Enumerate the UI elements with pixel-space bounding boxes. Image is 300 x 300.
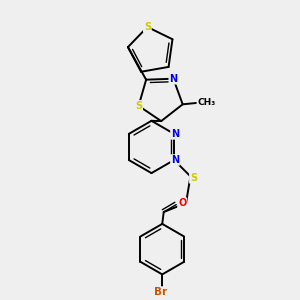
Text: N: N: [169, 74, 177, 84]
Text: Br: Br: [154, 287, 167, 297]
Text: S: S: [190, 173, 197, 183]
Text: CH₃: CH₃: [197, 98, 216, 107]
Text: N: N: [171, 155, 179, 165]
Text: O: O: [178, 198, 186, 208]
Text: S: S: [135, 101, 142, 111]
Text: S: S: [144, 22, 151, 32]
Text: N: N: [171, 129, 179, 139]
